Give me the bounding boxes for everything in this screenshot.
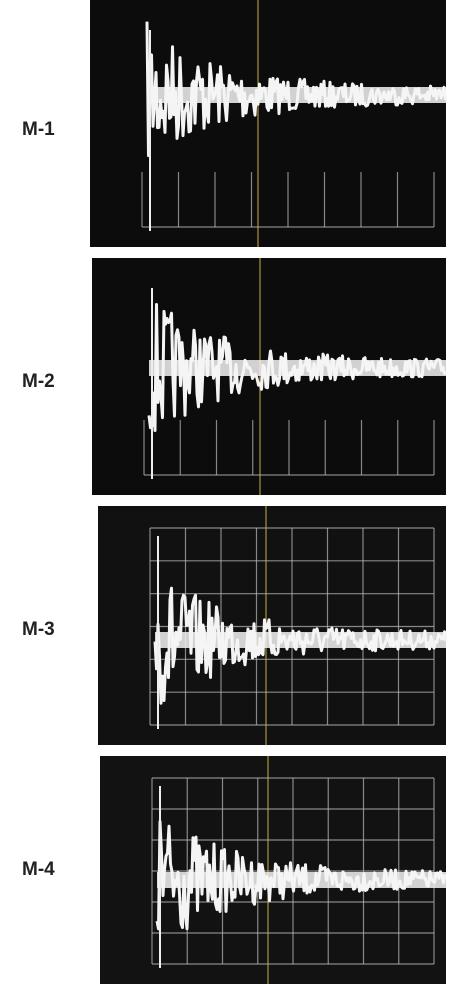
panel: M-3 bbox=[22, 506, 446, 745]
panel: M-1 bbox=[22, 0, 446, 247]
scope-screen bbox=[98, 506, 446, 745]
trace-band bbox=[155, 632, 446, 648]
panel-label: M-4 bbox=[22, 859, 55, 880]
panel-label: M-3 bbox=[22, 619, 55, 640]
panel-label: M-2 bbox=[22, 371, 55, 392]
panel: M-4 bbox=[22, 756, 446, 984]
trace-band bbox=[149, 360, 446, 376]
scope-screen bbox=[90, 0, 446, 247]
scope-screen bbox=[100, 756, 446, 984]
trace-band bbox=[147, 87, 446, 103]
panel-label: M-1 bbox=[22, 119, 55, 140]
trace-band bbox=[157, 872, 446, 888]
